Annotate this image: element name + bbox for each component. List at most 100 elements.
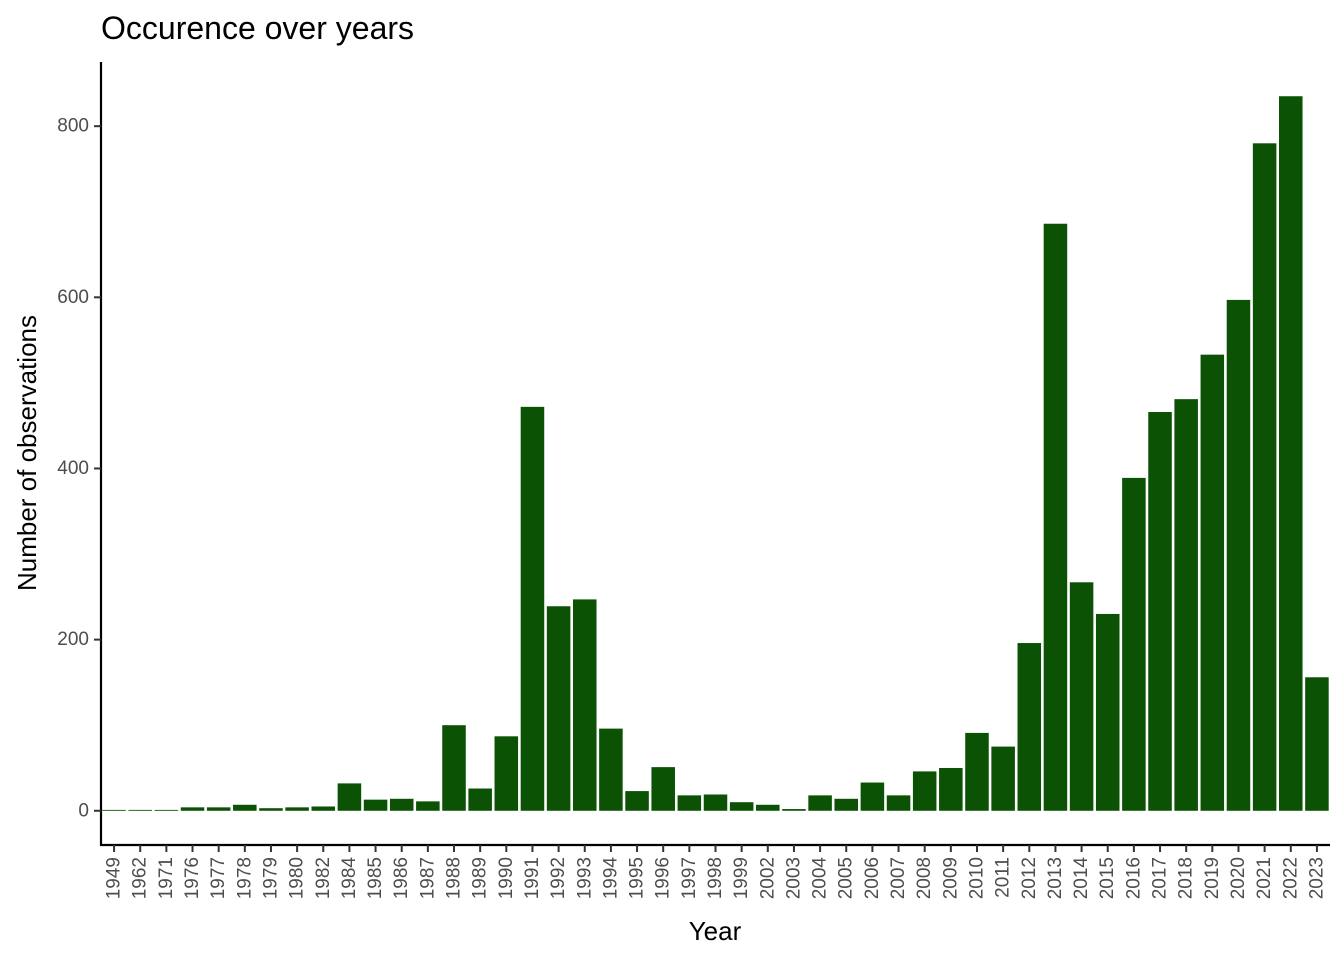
x-tick-label: 2016 [1123,857,1144,899]
bar-1982 [312,806,336,810]
x-tick-label: 1984 [339,857,360,900]
bar-1996 [651,767,675,811]
x-tick-label: 1985 [365,857,386,899]
y-tick-label: 800 [57,116,89,137]
bar-1962 [128,810,152,811]
bar-2017 [1148,412,1172,811]
bar-2007 [887,795,911,810]
bar-2011 [991,747,1015,811]
x-tick-label: 1971 [156,857,177,899]
chart-title: Occurence over years [101,10,414,46]
x-tick-label: 2023 [1306,857,1327,899]
bar-1977 [207,807,231,810]
bar-2022 [1279,96,1303,811]
bar-1976 [181,807,205,810]
x-tick-label: 1986 [391,857,412,899]
x-tick-label: 2009 [940,857,961,899]
x-tick-label: 2003 [783,857,804,899]
x-tick-label: 1982 [313,857,334,899]
bars [102,96,1328,811]
bar-1993 [573,599,597,810]
y-axis-title: Number of observations [12,315,42,591]
bar-2016 [1122,478,1146,811]
bar-2006 [861,783,885,811]
x-axis-ticks: 1949 1962 1971 1976 1977 1978 1979 1980 1982 1984… [104,845,1328,899]
x-tick-label: 1989 [470,857,491,899]
x-tick-label: 2013 [1045,857,1066,899]
bar-1986 [390,799,414,811]
bar-1989 [468,789,492,811]
bar-2005 [834,799,858,811]
y-tick-label: 400 [57,458,89,479]
bar-2023 [1305,677,1329,811]
x-tick-label: 1962 [130,857,151,899]
x-tick-label: 1991 [522,857,543,899]
x-tick-label: 2019 [1202,857,1223,899]
x-tick-label: 2021 [1254,857,1275,899]
bar-2010 [965,733,989,811]
x-tick-label: 1996 [653,857,674,899]
bar-1995 [625,791,649,811]
bar-2003 [782,809,806,811]
bar-1998 [704,795,728,811]
bar-1992 [547,606,571,811]
x-tick-label: 2015 [1097,857,1118,899]
bar-2021 [1253,143,1277,810]
bar-1997 [678,795,702,810]
bar-2009 [939,768,963,811]
x-tick-label: 1990 [496,857,517,899]
x-tick-label: 1987 [417,857,438,899]
bar-2020 [1227,300,1251,811]
bar-1990 [495,736,519,810]
x-tick-label: 1988 [444,857,465,899]
x-tick-label: 2006 [862,857,883,899]
x-tick-label: 1949 [104,857,125,899]
y-axis-ticks: 0 200 400 600 800 [57,116,101,822]
x-tick-label: 2020 [1228,857,1249,899]
x-tick-label: 1999 [731,857,752,899]
bar-1979 [259,808,283,811]
x-axis-title: Year [689,916,742,946]
x-tick-label: 2005 [836,857,857,899]
bar-2018 [1174,399,1198,811]
y-tick-label: 200 [57,629,89,650]
x-tick-label: 2007 [888,857,909,899]
bar-1984 [338,783,362,810]
x-tick-label: 1997 [679,857,700,899]
bar-1985 [364,800,388,811]
x-tick-label: 2002 [757,857,778,899]
bar-2008 [913,771,937,810]
x-tick-label: 1993 [574,857,595,899]
x-tick-label: 1978 [234,857,255,899]
x-tick-label: 1995 [627,857,648,899]
x-tick-label: 2012 [1019,857,1040,899]
x-tick-label: 1980 [287,857,308,899]
x-tick-label: 2018 [1176,857,1197,899]
bar-2002 [756,805,780,811]
x-tick-label: 2011 [993,857,1014,898]
x-tick-label: 2008 [914,857,935,899]
bar-1991 [521,407,545,811]
bar-2019 [1201,355,1225,811]
x-tick-label: 1992 [548,857,569,899]
bar-1987 [416,801,440,810]
x-tick-label: 2014 [1071,857,1092,900]
x-tick-label: 1977 [208,857,229,899]
bar-1978 [233,805,257,811]
x-tick-label: 1998 [705,857,726,899]
bar-2015 [1096,614,1120,811]
x-tick-label: 1979 [260,857,281,899]
bar-1980 [285,807,309,810]
x-tick-label: 1976 [182,857,203,899]
bar-1999 [730,802,754,811]
bar-1988 [442,725,466,811]
x-tick-label: 2004 [810,857,831,900]
bar-2013 [1044,224,1068,811]
bar-1994 [599,729,623,811]
x-tick-label: 1994 [600,857,621,900]
y-tick-label: 0 [78,800,89,821]
x-tick-label: 2022 [1280,857,1301,899]
bar-2004 [808,795,832,810]
